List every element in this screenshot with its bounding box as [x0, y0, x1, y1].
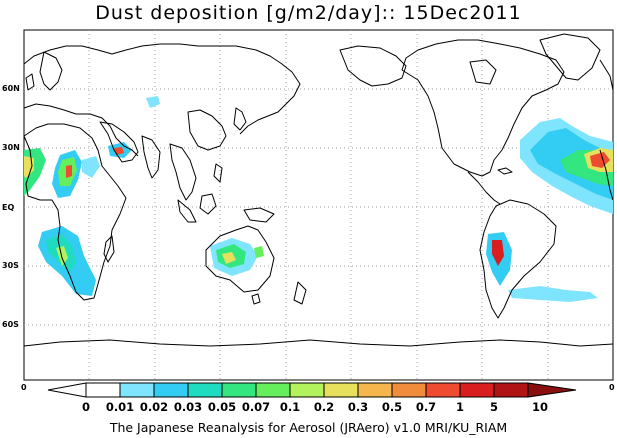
colorbar-under-triangle: [47, 382, 87, 398]
colorbar-box-4: [221, 382, 257, 398]
coast-europe-east: [599, 59, 614, 91]
coast-south-america: [479, 199, 557, 319]
map-title: Dust deposition [g/m2/day]:: 15Dec2011: [95, 2, 522, 24]
coast-antarctica: [23, 339, 614, 347]
colorbar-box-6: [289, 382, 325, 398]
colorbar-label-10: 0.7: [416, 400, 436, 414]
colorbar-box-10: [425, 382, 461, 398]
lat-label-eq: EQ: [2, 203, 15, 212]
lat-label-30s: 30S: [2, 261, 19, 270]
colorbar-label-9: 0.5: [382, 400, 402, 414]
coast-hudson-bay: [469, 59, 497, 85]
coast-se-asia: [169, 143, 197, 201]
colorbar-label-2: 0.02: [140, 400, 168, 414]
coast-north-america: [401, 39, 565, 177]
dust-south-america-core: [492, 240, 504, 266]
coast-africa: [23, 123, 127, 301]
coast-new-zealand: [293, 281, 307, 305]
dust-australia-core: [222, 252, 236, 264]
colorbar-label-1: 0.01: [106, 400, 134, 414]
coast-philippines: [213, 163, 223, 183]
coast-australia: [205, 225, 275, 293]
colorbar-over-triangle: [527, 382, 577, 398]
coast-japan: [233, 107, 247, 131]
colorbar: [47, 382, 577, 398]
colorbar-label-7: 0.2: [314, 400, 334, 414]
coast-alaska: [339, 45, 407, 87]
coast-scandinavia: [39, 51, 63, 91]
colorbar-box-8: [357, 382, 393, 398]
colorbar-box-2: [153, 382, 189, 398]
colorbar-box-7: [323, 382, 359, 398]
dust-sudan: [82, 156, 100, 178]
colorbar-label-11: 1: [456, 400, 464, 414]
coast-caribbean: [497, 167, 513, 175]
dust-shading: [24, 96, 613, 302]
coast-tasmania: [251, 293, 261, 305]
colorbar-box-5: [255, 382, 291, 398]
colorbar-label-0: 0: [82, 400, 90, 414]
lat-label-30n: 30N: [2, 143, 20, 152]
coast-africa-east: [599, 149, 614, 201]
colorbar-label-5: 0.07: [242, 400, 270, 414]
lat-label-60s: 60S: [2, 320, 19, 329]
coast-arabia: [99, 121, 139, 163]
coast-mediterranean: [23, 103, 139, 157]
coast-greenland: [539, 33, 601, 81]
colorbar-box-11: [459, 382, 495, 398]
credit-line: The Japanese Reanalysis for Aerosol (JRA…: [109, 420, 508, 435]
lon-label-left: 0: [21, 383, 27, 392]
coast-new-guinea: [243, 207, 275, 223]
dust-south-atlantic: [508, 286, 598, 302]
coast-eurasia-north: [23, 43, 301, 135]
coast-madagascar: [103, 235, 115, 263]
coastlines: [23, 33, 614, 347]
dust-australia-east: [254, 246, 264, 258]
coast-india: [141, 135, 161, 179]
dust-sahara-east-core: [66, 165, 72, 178]
coast-sumatra: [177, 199, 197, 223]
coast-uk: [25, 73, 35, 91]
colorbar-box-1: [119, 382, 155, 398]
colorbar-label-12: 5: [490, 400, 498, 414]
colorbar-label-3: 0.03: [174, 400, 202, 414]
lat-label-60n: 60N: [2, 84, 20, 93]
colorbar-label-13: 10: [532, 400, 548, 414]
colorbar-box-0: [85, 382, 121, 398]
dust-atlantic-plume-hot: [590, 152, 610, 168]
map-frame: [23, 29, 614, 381]
coast-central-america: [467, 171, 501, 205]
colorbar-label-8: 0.3: [348, 400, 368, 414]
colorbar-box-3: [187, 382, 223, 398]
coast-china: [187, 109, 227, 151]
colorbar-box-12: [493, 382, 529, 398]
coast-borneo: [199, 193, 217, 215]
colorbar-label-4: 0.05: [208, 400, 236, 414]
dust-central-asia: [146, 96, 160, 108]
colorbar-labels: 0 0.01 0.02 0.03 0.05 0.07 0.1 0.2 0.3 0…: [82, 400, 548, 414]
lon-label-right: 0: [609, 383, 615, 392]
colorbar-label-6: 0.1: [280, 400, 300, 414]
colorbar-box-9: [391, 382, 427, 398]
